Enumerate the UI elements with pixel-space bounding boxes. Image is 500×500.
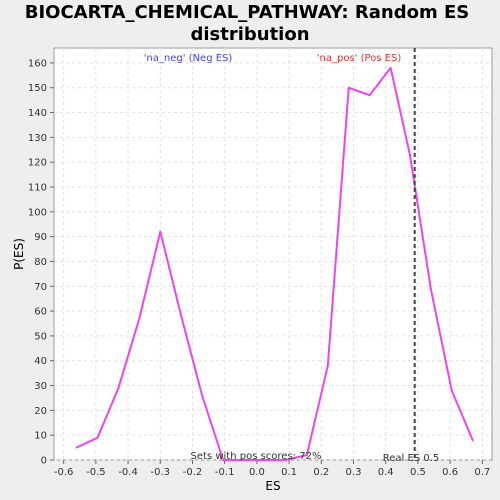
x-tick-label: -0.2 bbox=[183, 467, 203, 478]
data-point bbox=[368, 94, 371, 97]
y-tick-label: 120 bbox=[28, 158, 47, 169]
data-point bbox=[117, 387, 120, 389]
data-point bbox=[180, 315, 183, 317]
es-distribution-line bbox=[76, 66, 474, 461]
y-tick-label: 70 bbox=[34, 282, 47, 293]
data-point bbox=[96, 436, 99, 439]
y-tick-label: 150 bbox=[28, 83, 47, 94]
data-point bbox=[75, 446, 78, 449]
y-tick-label: 40 bbox=[34, 356, 47, 367]
data-point bbox=[429, 287, 432, 290]
x-tick-label: -0.4 bbox=[118, 467, 138, 478]
y-tick-label: 160 bbox=[28, 58, 47, 69]
data-point bbox=[305, 454, 308, 456]
x-tick-label: -0.3 bbox=[151, 467, 171, 478]
x-tick-label: 0.6 bbox=[442, 467, 458, 478]
data-point bbox=[159, 230, 162, 233]
y-tick-label: 130 bbox=[28, 133, 47, 144]
data-point bbox=[326, 364, 329, 367]
x-tick-label: 0.3 bbox=[346, 467, 362, 478]
data-point bbox=[284, 459, 287, 461]
x-axis-label: ES bbox=[265, 479, 280, 493]
chart-title-line1: BIOCARTA_CHEMICAL_PATHWAY: Random ES bbox=[25, 2, 469, 23]
data-point bbox=[243, 459, 245, 461]
x-tick-label: 0.0 bbox=[249, 467, 265, 478]
data-point bbox=[408, 153, 411, 156]
x-tick-label: -0.1 bbox=[215, 467, 235, 478]
pos-scores-annotation: Sets with pos scores: 72% bbox=[191, 451, 322, 462]
data-point bbox=[264, 459, 266, 461]
plot-area bbox=[53, 47, 493, 461]
x-tick-label: 0.7 bbox=[474, 467, 490, 478]
y-tick-label: 0 bbox=[41, 456, 47, 467]
x-tick-label: -0.6 bbox=[54, 467, 74, 478]
y-tick-label: 50 bbox=[34, 331, 47, 342]
y-tick-label: 140 bbox=[28, 108, 47, 119]
x-tick-label: 0.1 bbox=[281, 467, 297, 478]
series-group bbox=[75, 48, 474, 461]
pos-es-label: 'na_pos' (Pos ES) bbox=[317, 53, 402, 64]
y-tick-label: 110 bbox=[28, 182, 47, 193]
data-point bbox=[471, 439, 474, 442]
x-tick-label: -0.5 bbox=[86, 467, 106, 478]
data-point bbox=[138, 317, 141, 320]
data-point bbox=[389, 66, 392, 69]
y-tick-label: 30 bbox=[34, 381, 47, 392]
y-tick-label: 10 bbox=[34, 431, 47, 442]
real-es-annotation: Real ES 0.5 bbox=[383, 453, 439, 464]
chart-title-line2: distribution bbox=[190, 24, 309, 45]
x-tick-label: 0.5 bbox=[410, 467, 426, 478]
data-point bbox=[222, 459, 224, 461]
data-point bbox=[201, 394, 204, 397]
y-tick-label: 100 bbox=[28, 207, 47, 218]
y-axis-label: P(ES) bbox=[12, 238, 26, 270]
x-tick-label: 0.4 bbox=[378, 467, 394, 478]
x-tick-label: 0.2 bbox=[313, 467, 329, 478]
y-tick-label: 80 bbox=[34, 257, 47, 268]
data-point bbox=[347, 86, 350, 89]
y-tick-label: 90 bbox=[34, 232, 47, 243]
y-axis-ticks: 0 10 20 30 40 50 60 70 80 90 100 110 120 130 140 150 160 bbox=[28, 58, 54, 467]
data-point bbox=[450, 389, 453, 392]
x-axis-ticks: -0.6 -0.5 -0.4 -0.3 -0.2 -0.1 0.0 0.1 0.2 0.3 0.4 0… bbox=[54, 460, 490, 478]
y-tick-label: 20 bbox=[34, 406, 47, 417]
neg-es-label: 'na_neg' (Neg ES) bbox=[144, 53, 233, 64]
y-tick-label: 60 bbox=[34, 307, 47, 318]
